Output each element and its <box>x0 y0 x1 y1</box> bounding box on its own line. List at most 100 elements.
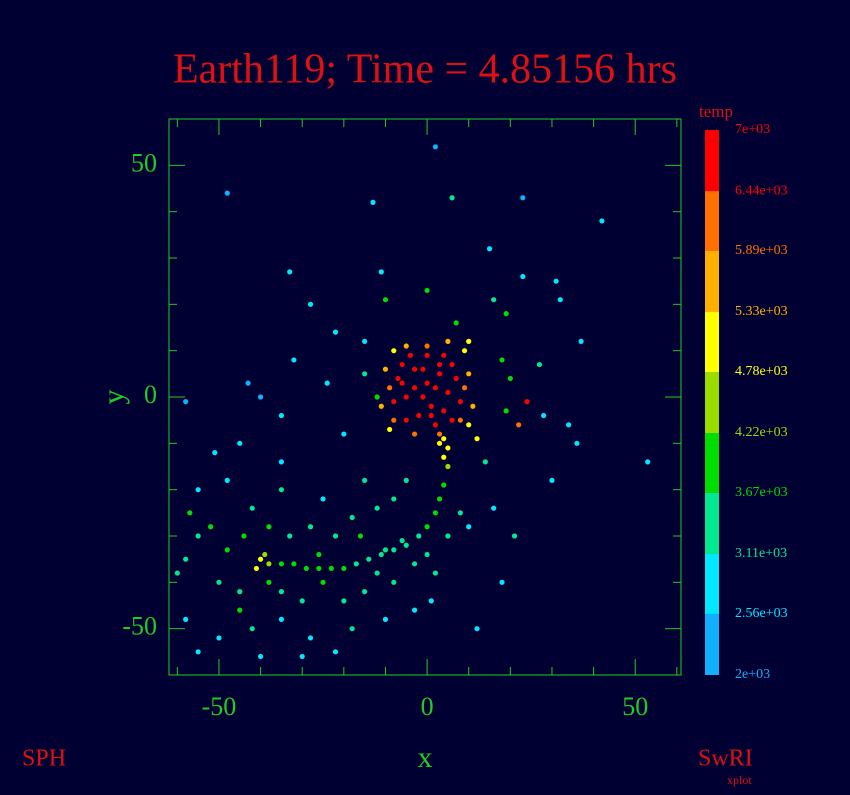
particle <box>403 542 409 548</box>
particle <box>378 551 384 558</box>
particle <box>549 477 555 483</box>
particle <box>516 422 522 428</box>
particle <box>362 338 368 344</box>
particle <box>253 565 260 572</box>
particle <box>262 551 268 558</box>
particle <box>420 366 426 372</box>
x-tick-label: -50 <box>202 692 237 721</box>
particle <box>362 371 368 377</box>
particle <box>278 412 284 419</box>
colorbar-band <box>705 433 719 493</box>
particle <box>461 385 468 391</box>
particle <box>332 329 339 335</box>
particle <box>445 533 451 539</box>
particle <box>195 533 201 539</box>
particle <box>287 533 293 539</box>
particle <box>183 399 189 405</box>
particle <box>391 399 397 405</box>
particle <box>212 450 218 456</box>
particle <box>287 269 293 275</box>
particle <box>499 579 505 585</box>
particle <box>416 533 422 539</box>
particle <box>341 565 347 572</box>
particle <box>432 570 439 576</box>
particle <box>424 524 430 530</box>
particle <box>411 366 418 372</box>
particle <box>453 320 459 326</box>
particle <box>316 551 322 558</box>
particle <box>474 436 480 442</box>
particle <box>362 589 368 595</box>
particle <box>428 412 434 419</box>
particle <box>332 533 339 539</box>
particle <box>449 361 455 368</box>
particle <box>399 361 405 368</box>
particle <box>249 505 255 511</box>
particle <box>411 385 418 391</box>
particle <box>216 635 222 641</box>
particle <box>307 524 314 530</box>
particle <box>378 403 384 409</box>
particle <box>362 477 368 483</box>
particle <box>303 565 309 572</box>
particle <box>382 297 389 303</box>
particle <box>645 459 651 465</box>
particle <box>482 459 488 465</box>
particle <box>387 385 393 391</box>
colorbar-band <box>705 613 719 675</box>
particle <box>266 524 272 530</box>
particle <box>382 616 389 623</box>
particle <box>436 361 443 368</box>
colorbar-tick-label: 5.89e+03 <box>735 243 788 258</box>
particle <box>320 496 326 502</box>
footer-right: SwRI <box>698 746 753 772</box>
colorbar-band <box>705 371 719 434</box>
particle <box>353 561 359 567</box>
particle <box>316 565 322 572</box>
particle <box>291 561 297 567</box>
particle <box>403 417 409 423</box>
particle <box>291 357 297 363</box>
particle <box>403 343 409 349</box>
particle <box>307 301 314 307</box>
particle <box>520 195 526 201</box>
particle <box>411 607 418 613</box>
particle <box>391 547 397 553</box>
particle <box>278 459 284 465</box>
particle <box>453 375 459 382</box>
particle <box>436 431 443 437</box>
particle <box>503 311 509 317</box>
particle <box>445 338 451 344</box>
particle <box>436 496 443 502</box>
particle <box>436 371 443 377</box>
particle <box>441 352 447 358</box>
colorbar-band <box>705 492 719 555</box>
colorbar-band <box>705 554 719 614</box>
particle <box>391 579 397 585</box>
particle <box>432 510 439 516</box>
particle <box>436 440 443 446</box>
particle <box>249 626 255 632</box>
x-tick-label: 0 <box>421 692 434 721</box>
particle <box>466 371 472 377</box>
x-axis-label: x <box>418 741 433 774</box>
particle <box>382 547 389 553</box>
particle <box>387 426 393 433</box>
particle <box>466 524 472 530</box>
particle <box>278 616 284 623</box>
particle <box>457 417 463 423</box>
particle <box>428 403 434 409</box>
particle <box>224 477 230 483</box>
particle <box>445 463 451 470</box>
particle <box>470 403 476 409</box>
particle <box>524 399 530 405</box>
x-tick-label: 50 <box>622 692 648 721</box>
particle <box>278 589 284 595</box>
particle <box>416 412 422 419</box>
particle <box>599 218 605 224</box>
particle <box>195 487 201 493</box>
particle <box>411 561 418 567</box>
particle <box>278 487 284 493</box>
footer-sub: xplot <box>727 773 752 787</box>
particle <box>382 366 389 372</box>
